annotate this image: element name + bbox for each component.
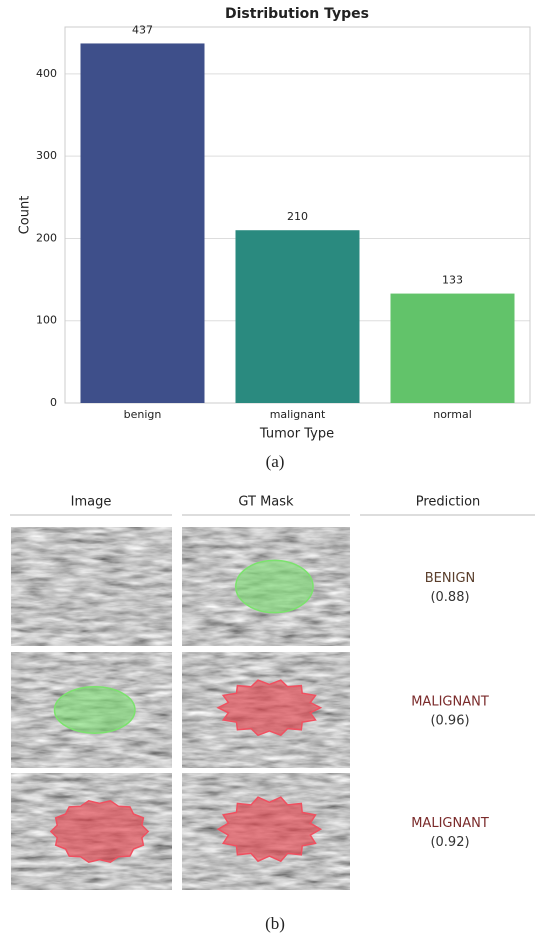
x-axis-label: Tumor Type (259, 427, 334, 442)
prediction-panel: Image GT Mask Prediction BENIGN (0.88) MALIGN… (10, 495, 535, 890)
value-label: 133 (442, 274, 463, 287)
y-tick-label: 100 (36, 314, 57, 327)
y-tick-label: 200 (36, 231, 57, 244)
bar (80, 43, 205, 404)
caption: (b) (265, 914, 285, 933)
lesion-mask (216, 679, 323, 737)
chart-title: Distribution Types (225, 6, 369, 22)
value-label: 437 (132, 23, 153, 36)
y-tick-label: 400 (36, 67, 57, 80)
bar-chart: Distribution Types Tumor Type Count 0 100… (18, 6, 531, 442)
prediction-label: MALIGNANT (411, 695, 489, 710)
prediction-score: (0.96) (430, 714, 469, 729)
y-axis-label: Count (18, 196, 33, 235)
y-tick-label: 0 (50, 396, 57, 409)
ultrasound-image (11, 527, 172, 646)
lesion-mask (235, 559, 314, 614)
column-header: Image (71, 495, 112, 510)
y-tick-label: 300 (36, 149, 57, 162)
prediction-label: MALIGNANT (411, 816, 489, 831)
prediction-score: (0.88) (430, 590, 469, 605)
x-tick-label: benign (124, 408, 162, 421)
bar (390, 293, 515, 403)
lesion-mask (49, 799, 150, 864)
column-header: GT Mask (238, 495, 294, 510)
column-header: Prediction (416, 495, 481, 510)
prediction-score: (0.92) (430, 835, 469, 850)
bar (235, 230, 360, 403)
x-tick-label: malignant (270, 408, 326, 421)
lesion-mask (53, 686, 136, 734)
value-label: 210 (287, 210, 308, 223)
caption: (a) (266, 452, 285, 471)
x-tick-label: normal (433, 408, 472, 421)
lesion-mask (216, 796, 323, 863)
prediction-label: BENIGN (425, 571, 476, 586)
